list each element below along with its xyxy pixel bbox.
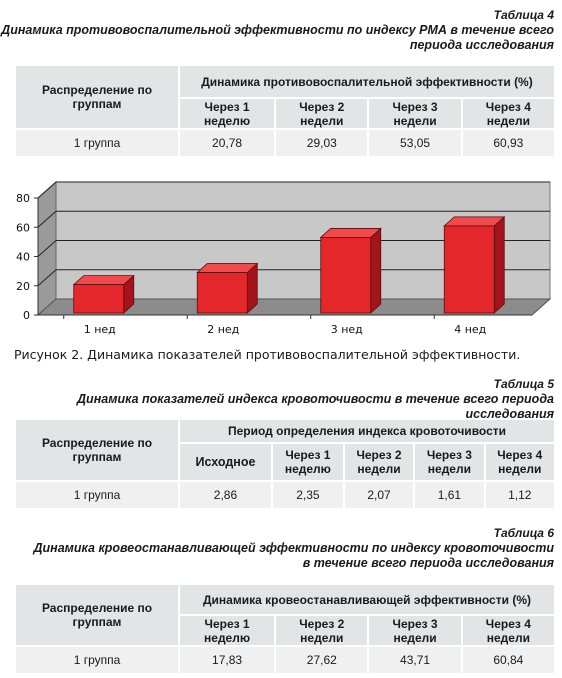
table5-title-line1: Динамика показателей индекса кровоточиво… <box>77 392 554 421</box>
table4-caption: Таблица 4 Динамика противовоспалительной… <box>1 8 554 53</box>
table6-cell: 43,71 <box>369 647 461 673</box>
table5-col-3-line2: недели <box>357 462 401 476</box>
table6-col-2: Через 2 недели <box>276 616 368 645</box>
table5-col-5: Через 4 недели <box>485 444 554 480</box>
chart-y-tick-label: 0 <box>23 309 30 322</box>
table6-col-3: Через 3 недели <box>369 616 461 645</box>
chart-bars <box>72 215 506 314</box>
table4-col-1: Через 1 неделю <box>180 99 275 128</box>
table6-cell: 17,83 <box>180 647 275 673</box>
table4-col-3: Через 3 недели <box>369 99 461 128</box>
table5-col-2: Через 1 неделю <box>272 444 343 480</box>
table4-cell: 53,05 <box>369 130 461 156</box>
table6-caption: Таблица 6 Динамика кровеостанавливающей … <box>33 526 554 571</box>
chart-bar <box>73 284 125 314</box>
chart-bar <box>196 272 248 314</box>
chart-x-tick-label: 1 нед <box>84 323 116 336</box>
chart-x-tick-label: 3 нед <box>331 323 363 336</box>
table5-cell: 2,35 <box>272 482 343 508</box>
table4-row-header: Распределение по группам <box>16 66 178 128</box>
table4: Распределение по группам Динамика против… <box>14 64 556 158</box>
table6-cell: 60,84 <box>462 647 554 673</box>
bar-chart: 0 20 40 60 80 1 нед 2 нед 3 нед 4 нед <box>16 180 552 336</box>
chart-gridline-side <box>37 181 57 199</box>
chart-gridline-side <box>37 210 57 228</box>
chart-x-tick-label: 4 нед <box>454 323 486 336</box>
table6: Распределение по группам Динамика кровео… <box>14 583 556 675</box>
table5-group-header: Период определения индекса кровоточивост… <box>180 420 554 442</box>
table5-cell: 1,61 <box>415 482 484 508</box>
table6-col-4: Через 4 недели <box>462 616 554 645</box>
chart-bar-top <box>72 275 135 286</box>
table5-cell: 2,07 <box>344 482 414 508</box>
table5-col-5-line1: Через 4 <box>497 448 543 462</box>
table4-cell: 20,78 <box>180 130 275 156</box>
table4-cell: 29,03 <box>276 130 368 156</box>
chart-gridline-side <box>37 269 57 287</box>
table5-col-1-text: Исходное <box>195 455 256 469</box>
table5-col-5-line2: недели <box>498 462 542 476</box>
table6-cell: 27,62 <box>276 647 368 673</box>
chart-floor <box>36 298 552 316</box>
table5-caption: Таблица 5 Динамика показателей индекса к… <box>0 377 554 422</box>
table4-group-header: Динамика противовоспалительной эффективн… <box>180 66 554 97</box>
table6-row-header: Распределение по группам <box>16 585 178 645</box>
table5: Распределение по группам Период определе… <box>14 418 556 510</box>
table5-col-2-line2: неделю <box>284 462 331 476</box>
table5-row-label: 1 группа <box>16 482 178 508</box>
table4-row-label: 1 группа <box>16 130 178 156</box>
chart-gridline-side <box>37 240 57 257</box>
table6-group-header: Динамика кровеостанавливающей эффективно… <box>180 585 554 614</box>
table5-col-1: Исходное <box>180 444 271 480</box>
chart-bar <box>320 237 372 314</box>
table6-row-label: 1 группа <box>16 647 178 673</box>
chart-bar-side <box>493 215 505 314</box>
figure-caption: Рисунок 2. Динамика показателей противов… <box>14 347 521 362</box>
table4-title-line1: Динамика противовоспалительной эффективн… <box>1 23 554 37</box>
chart-y-tick-label: 60 <box>16 221 30 234</box>
chart-y-tick-labels: 0 20 40 60 80 <box>16 192 39 322</box>
table5-row-header: Распределение по группам <box>16 420 178 480</box>
chart-x-tick-labels: 1 нед 2 нед 3 нед 4 нед <box>63 315 487 336</box>
table4-col-4: Через 4 недели <box>462 99 554 128</box>
table5-cell: 1,12 <box>485 482 554 508</box>
chart-bar-top <box>196 263 259 273</box>
table4-title-line2: периода исследования <box>409 38 554 52</box>
table5-cell: 2,86 <box>180 482 271 508</box>
table5-col-3: Через 2 недели <box>344 444 414 480</box>
chart-bar <box>443 225 495 314</box>
chart-bar-top <box>319 228 382 238</box>
chart-y-tick-label: 80 <box>16 192 30 205</box>
table5-col-4-line1: Через 3 <box>426 448 472 462</box>
table5-col-2-line1: Через 1 <box>285 448 331 462</box>
table4-cell: 60,93 <box>462 130 554 156</box>
table4-col-2: Через 2 недели <box>276 99 368 128</box>
chart-bar-top <box>443 216 506 227</box>
table5-col-4-line2: недели <box>427 462 471 476</box>
table4-number: Таблица 4 <box>493 8 554 22</box>
chart-x-tick-label: 2 нед <box>207 323 239 336</box>
table6-title-line1: Динамика кровеостанавливающей эффективно… <box>33 541 554 555</box>
table6-title-line2: в течение всего периода исследования <box>302 556 554 570</box>
table5-col-4: Через 3 недели <box>415 444 484 480</box>
table6-col-1: Через 1 неделю <box>180 616 275 645</box>
chart-y-tick-label: 40 <box>16 251 30 264</box>
table5-number: Таблица 5 <box>493 377 554 391</box>
table6-number: Таблица 6 <box>493 526 554 540</box>
table5-col-3-line1: Через 2 <box>356 448 402 462</box>
chart-y-tick-label: 20 <box>16 280 30 293</box>
chart-bar-side <box>370 227 382 314</box>
